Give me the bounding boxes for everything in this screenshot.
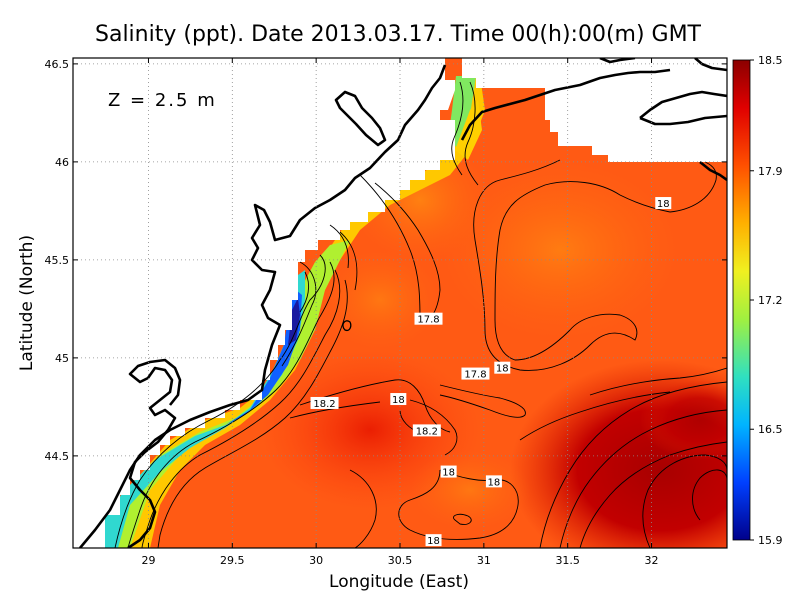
x-tick-label: 31.5 <box>555 554 580 567</box>
y-axis-label: Latitude (North) <box>17 235 37 371</box>
contour-label-box <box>310 396 339 409</box>
contour-label: 18.2 <box>416 426 438 437</box>
x-tick-label: 30 <box>309 554 323 567</box>
y-tick-label: 45.5 <box>45 254 70 267</box>
contour-label-box <box>425 534 442 547</box>
colorbar-tick-label: 17.2 <box>758 294 783 307</box>
chart-title: Salinity (ppt). Date 2013.03.17. Time 00… <box>95 22 702 47</box>
contour-label: 18 <box>442 468 455 479</box>
coastal-band-cyan <box>98 270 305 548</box>
x-tick-label: 29 <box>141 554 155 567</box>
y-tick-label: 46 <box>55 156 69 169</box>
contour-label: 18 <box>657 199 670 210</box>
contour-label-box <box>440 465 457 478</box>
land-east <box>462 58 727 162</box>
coastline <box>79 58 727 548</box>
contour-label-box <box>412 424 441 437</box>
colorbar-tick-label: 18.5 <box>758 54 783 67</box>
contour-label-box <box>390 393 407 406</box>
contour-label: 17.8 <box>417 315 439 326</box>
y-axis: 44.5 45 45.5 46 46.5 <box>45 58 727 463</box>
depth-annotation: Z = 2.5 m <box>108 90 217 111</box>
contour-label: 18.2 <box>313 399 335 410</box>
contour-labels: 18 17.8 17.8 18 18.2 18 18.2 18 18 18 <box>310 197 672 547</box>
x-tick-label: 30.5 <box>388 554 413 567</box>
x-tick-label: 32 <box>645 554 659 567</box>
contour-lines <box>114 81 727 548</box>
x-axis-label: Longitude (East) <box>329 572 469 592</box>
contour-label-box <box>461 367 490 380</box>
contour-label: 18 <box>427 536 440 547</box>
x-axis: 29 29.5 30 30.5 31 31.5 32 <box>141 58 659 567</box>
x-tick-label: 31 <box>477 554 491 567</box>
y-tick-label: 44.5 <box>45 450 70 463</box>
contour-label: 18 <box>488 477 501 488</box>
coastal-band-blue <box>225 290 302 425</box>
contour-label-box <box>414 312 443 325</box>
salinity-field: Z = 2.5 m <box>73 58 727 548</box>
coastal-band-navy <box>288 298 300 345</box>
x-tick-label: 29.5 <box>220 554 245 567</box>
contour-label-box <box>485 475 502 488</box>
contour-label: 17.8 <box>464 370 486 381</box>
colorbar-tick-label: 17.9 <box>758 165 783 178</box>
colorbar-tick-label: 15.9 <box>758 534 783 547</box>
colorbar <box>732 59 751 541</box>
y-tick-label: 45 <box>55 352 69 365</box>
contour-label: 18 <box>392 395 405 406</box>
y-tick-label: 46.5 <box>45 58 70 71</box>
colorbar-tick-label: 16.5 <box>758 423 783 436</box>
contour-label: 18 <box>496 364 509 375</box>
contour-label-box <box>655 197 672 210</box>
colorbar-ticks: 15.9 16.5 17.2 17.9 18.5 <box>750 54 783 547</box>
contour-label-box <box>494 361 511 374</box>
grid-lines <box>73 58 727 548</box>
